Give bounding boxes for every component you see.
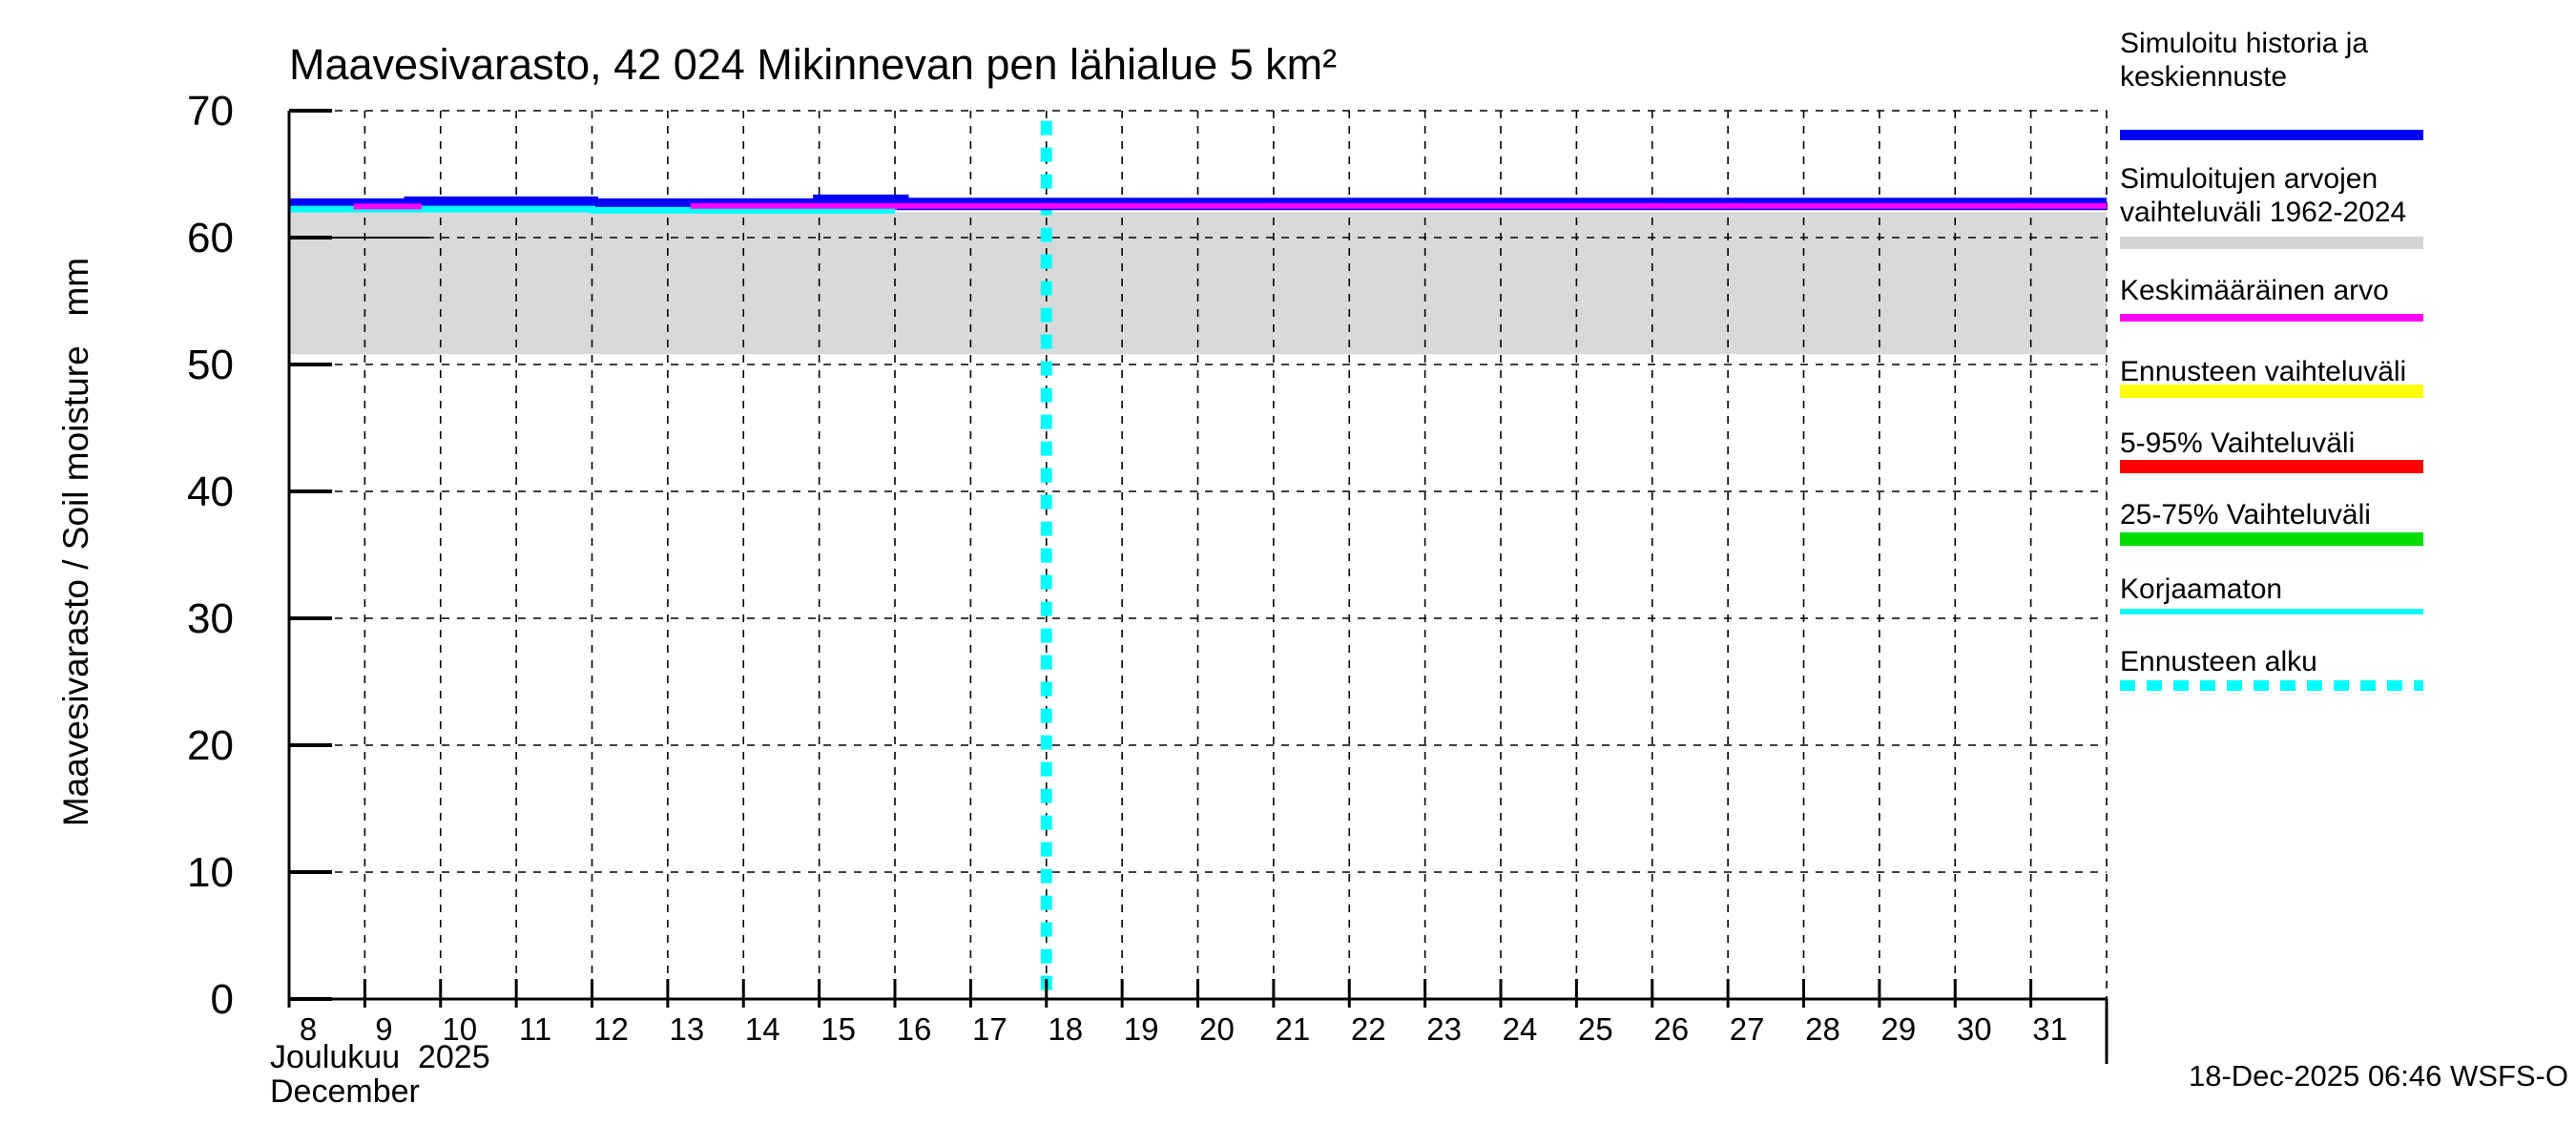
timestamp: 18-Dec-2025 06:46 WSFS-O [2188, 1059, 2568, 1093]
x-axis-ticks: 8 9 10 11 12 13 14 15 16 17 18 19 20 21 22 23 24 25 26 27 28… [287, 979, 2067, 1047]
legend-label-forecast-start: Ennusteen alku [2120, 646, 2317, 677]
x-tick-label: 11 [519, 1011, 551, 1047]
y-tick-label: 50 [187, 342, 234, 388]
x-tick-label: 15 [821, 1011, 856, 1047]
x-tick-label: 26 [1653, 1011, 1689, 1047]
legend: Simuloitu historia ja keskiennuste Simul… [2120, 0, 2568, 1050]
grid-layer [289, 110, 2108, 999]
legend-swatch-25-75-range [2120, 532, 2423, 546]
legend-label-5-95-range: 5-95% Vaihteluväli [2120, 427, 2356, 459]
x-tick-label: 20 [1199, 1011, 1235, 1047]
x-tick-label: 17 [972, 1011, 1008, 1047]
legend-label-forecast-range: Ennusteen vaihteluväli [2120, 356, 2407, 387]
legend-label-simulated-history: Simuloitu historia ja keskiennuste [2120, 28, 2369, 93]
x-tick-label: 30 [1957, 1011, 1992, 1047]
x-tick-label: 27 [1730, 1011, 1765, 1047]
legend-swatch-mean-value [2120, 314, 2423, 322]
mean-value-line [353, 202, 2107, 210]
x-tick-label: 24 [1503, 1011, 1538, 1047]
x-tick-label: 25 [1578, 1011, 1613, 1047]
legend-label-25-75-range: 25-75% Vaihteluväli [2120, 499, 2371, 531]
y-axis-ticks: 0 10 20 30 40 50 60 70 [187, 88, 332, 1023]
x-tick-label: 21 [1276, 1011, 1311, 1047]
legend-swatch-5-95-range [2120, 460, 2423, 473]
x-tick-label: 31 [2032, 1011, 2067, 1047]
x-tick-label: 18 [1048, 1011, 1083, 1047]
x-axis-month-label-fi: Joulukuu 2025 [270, 1039, 490, 1075]
legend-swatch-simulated-history [2120, 130, 2423, 140]
legend-swatch-uncorrected [2120, 609, 2423, 614]
legend-swatch-forecast-range [2120, 385, 2423, 398]
y-tick-label: 10 [187, 849, 234, 896]
y-tick-label: 70 [187, 88, 234, 135]
legend-label-mean-value: Keskimääräinen arvo [2120, 275, 2389, 306]
legend-label-simulated-range: Simuloitujen arvojen vaihteluväli 1962-2… [2120, 163, 2407, 228]
y-tick-label: 0 [211, 976, 234, 1023]
x-tick-label: 23 [1426, 1011, 1462, 1047]
x-tick-label: 28 [1805, 1011, 1840, 1047]
y-tick-label: 40 [187, 468, 234, 515]
x-tick-label: 10 [442, 1011, 477, 1047]
x-tick-label: 8 [300, 1011, 317, 1047]
y-tick-label: 20 [187, 722, 234, 769]
legend-swatch-forecast-start [2120, 680, 2423, 691]
x-tick-label: 13 [670, 1011, 705, 1047]
y-tick-label: 60 [187, 215, 234, 261]
x-tick-label: 14 [745, 1011, 780, 1047]
x-tick-label: 9 [375, 1011, 392, 1047]
x-tick-label: 12 [593, 1011, 629, 1047]
y-tick-label: 30 [187, 595, 234, 642]
legend-swatch-simulated-range [2120, 237, 2423, 249]
x-tick-label: 29 [1881, 1011, 1917, 1047]
x-axis-month-label-en: December [270, 1073, 420, 1110]
chart-title: Maavesivarasto, 42 024 Mikinnevan pen lä… [289, 40, 1338, 89]
uncorrected-line [289, 205, 895, 214]
x-tick-label: 19 [1124, 1011, 1159, 1047]
x-tick-label: 22 [1351, 1011, 1386, 1047]
x-tick-label: 16 [897, 1011, 932, 1047]
legend-label-uncorrected: Korjaamaton [2120, 573, 2283, 605]
